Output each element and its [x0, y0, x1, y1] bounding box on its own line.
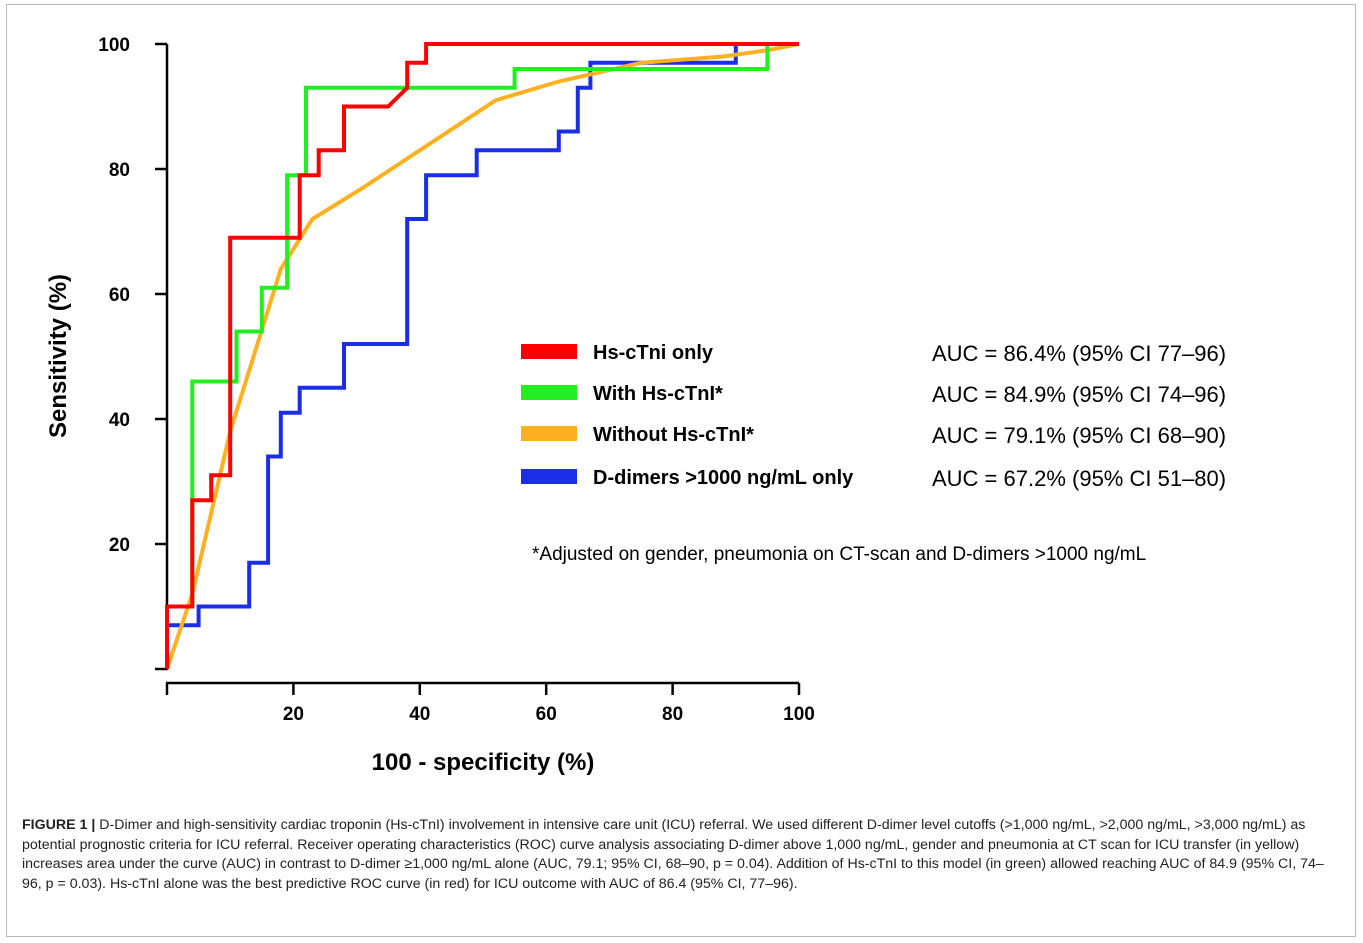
auc-label-0: AUC = 86.4% (95% CI 77–96) — [932, 341, 1226, 366]
auc-label-3: AUC = 67.2% (95% CI 51–80) — [932, 466, 1226, 491]
legend-swatch-2 — [521, 426, 577, 441]
x-tick-label: 40 — [409, 704, 430, 725]
footnote-annotation: *Adjusted on gender, pneumonia on CT-sca… — [532, 544, 1146, 565]
y-axis-title: Sensitivity (%) — [45, 274, 72, 438]
y-tick-label: 60 — [109, 285, 130, 306]
series-line-0 — [165, 42, 799, 669]
legend-label-2: Without Hs-cTnI* — [593, 424, 754, 446]
x-tick-label: 60 — [536, 704, 557, 725]
x-tick-label: 20 — [283, 704, 304, 725]
legend-swatch-0 — [521, 344, 577, 359]
series-line-3 — [165, 42, 799, 669]
caption-text: D-Dimer and high-sensitivity cardiac tro… — [22, 817, 1324, 892]
axes: 20 40 60 80 100 20 40 60 80 100 — [98, 35, 815, 725]
x-tick-label: 100 — [783, 704, 815, 725]
y-tick-label: 20 — [109, 535, 130, 556]
legend-label-0: Hs-cTni only — [593, 342, 714, 364]
auc-label-2: AUC = 79.1% (95% CI 68–90) — [932, 423, 1226, 448]
x-tick-label: 80 — [662, 704, 683, 725]
x-axis-title: 100 - specificity (%) — [372, 749, 595, 776]
roc-curves — [165, 42, 800, 670]
legend-swatch-1 — [521, 385, 577, 400]
auc-label-1: AUC = 84.9% (95% CI 74–96) — [932, 382, 1226, 407]
y-tick-label: 100 — [98, 35, 130, 56]
roc-chart: 20 40 60 80 100 20 40 60 80 100 Hs-cTni only AUC =… — [45, 35, 1226, 776]
figure-caption: FIGURE 1 | D-Dimer and high-sensitivity … — [22, 816, 1340, 894]
legend-label-1: With Hs-cTnI* — [593, 383, 723, 405]
y-tick-label: 40 — [109, 410, 130, 431]
figure-frame — [6, 4, 1356, 937]
legend-swatch-3 — [521, 469, 577, 484]
legend: Hs-cTni only AUC = 86.4% (95% CI 77–96) Wi… — [521, 341, 1226, 491]
caption-lead: FIGURE 1 | — [22, 817, 96, 833]
y-tick-label: 80 — [109, 160, 130, 181]
series-line-1 — [165, 42, 799, 669]
legend-label-3: D-dimers >1000 ng/mL only — [593, 467, 854, 489]
